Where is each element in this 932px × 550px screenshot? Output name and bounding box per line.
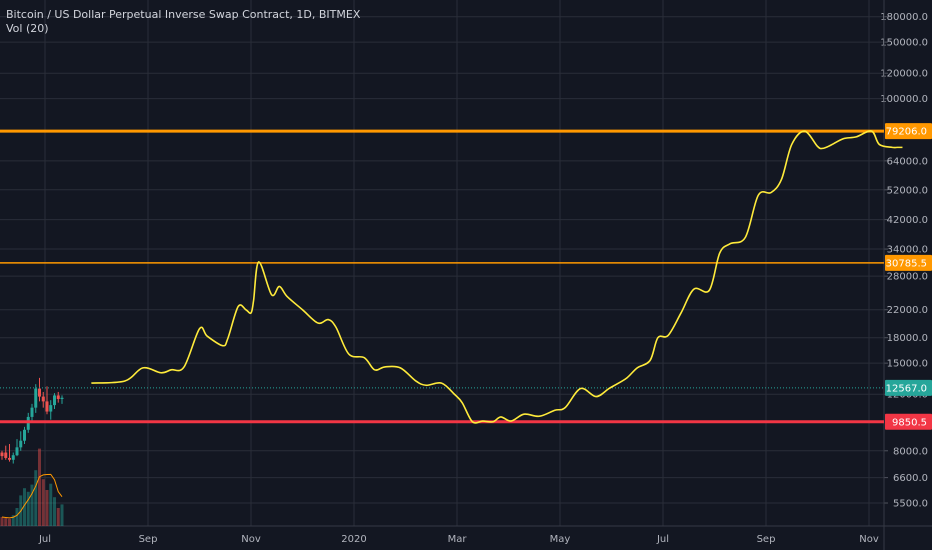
x-tick-label: Nov (241, 534, 261, 545)
y-tick-label: 6600.0 (893, 473, 928, 484)
candle-body (4, 452, 8, 458)
candle-body (0, 452, 4, 457)
y-tick-label: 42000.0 (887, 215, 928, 226)
volume-bar (60, 504, 64, 526)
y-tick-label: 18000.0 (887, 333, 928, 344)
candle-body (53, 395, 56, 406)
candle-body (34, 388, 38, 408)
x-tick-label: Jul (38, 534, 51, 545)
volume-bar (56, 508, 60, 526)
price-label-badge (885, 123, 932, 140)
candle-body (15, 447, 19, 456)
chart-header: Bitcoin / US Dollar Perpetual Inverse Sw… (6, 8, 360, 36)
x-tick-label: 2020 (341, 534, 366, 545)
y-tick-label: 5500.0 (893, 499, 928, 510)
y-tick-label: 8000.0 (893, 446, 928, 457)
symbol-title: Bitcoin / US Dollar Perpetual Inverse Sw… (6, 8, 361, 21)
y-tick-label: 34000.0 (887, 245, 928, 256)
y-tick-label: 52000.0 (887, 185, 928, 196)
price-label-text: 79206.0 (886, 127, 927, 138)
volume-bar (30, 484, 34, 526)
candle-body (19, 440, 23, 448)
x-tick-label: Sep (757, 534, 776, 545)
volume-bar (41, 479, 45, 526)
candle-body (38, 388, 41, 397)
volume-bar (49, 483, 53, 526)
x-tick-label: Jul (656, 534, 669, 545)
x-tick-label: Sep (139, 534, 158, 545)
volume-bar (4, 517, 8, 526)
y-tick-label: 28000.0 (887, 272, 928, 283)
volume-bar (53, 497, 56, 526)
y-tick-label: 22000.0 (887, 305, 928, 316)
projection-path-line (91, 130, 903, 424)
x-tick-label: Mar (448, 534, 468, 545)
candle-body (45, 401, 49, 412)
y-tick-label: 15000.0 (887, 359, 928, 370)
volume-bar (26, 491, 30, 526)
candle-body (8, 457, 11, 460)
volume-bar (45, 490, 49, 526)
y-tick-label: 100000.0 (880, 94, 928, 105)
candle-body (56, 395, 60, 399)
price-label-text: 12567.0 (886, 383, 927, 394)
y-tick-label: 180000.0 (880, 12, 928, 23)
y-tick-label: 150000.0 (880, 38, 928, 49)
y-tick-label: 64000.0 (887, 156, 928, 167)
x-tick-label: Nov (859, 534, 879, 545)
candle-body (41, 396, 45, 402)
volume-bar (34, 470, 38, 526)
price-label-badge (885, 254, 932, 271)
candle-body (30, 407, 34, 417)
volume-bar (8, 518, 11, 526)
candle-body (49, 405, 53, 412)
candle-body (11, 455, 15, 460)
x-tick-label: May (550, 534, 571, 545)
price-label-badge (885, 413, 932, 430)
candle-body (60, 397, 64, 399)
volume-ma-line (1, 473, 63, 519)
price-label-text: 30785.5 (886, 258, 927, 269)
volume-bar (11, 515, 15, 526)
volume-indicator-label[interactable]: Vol (20) (6, 22, 49, 35)
price-label-text: 9850.5 (892, 417, 927, 428)
candle-body (26, 416, 30, 430)
volume-bar (23, 488, 26, 526)
y-tick-label: 120000.0 (880, 69, 928, 80)
volume-bar (0, 517, 4, 526)
volume-bar (15, 508, 19, 526)
candle-body (23, 429, 26, 441)
volume-bar (38, 448, 41, 526)
price-label-badge (885, 379, 932, 396)
